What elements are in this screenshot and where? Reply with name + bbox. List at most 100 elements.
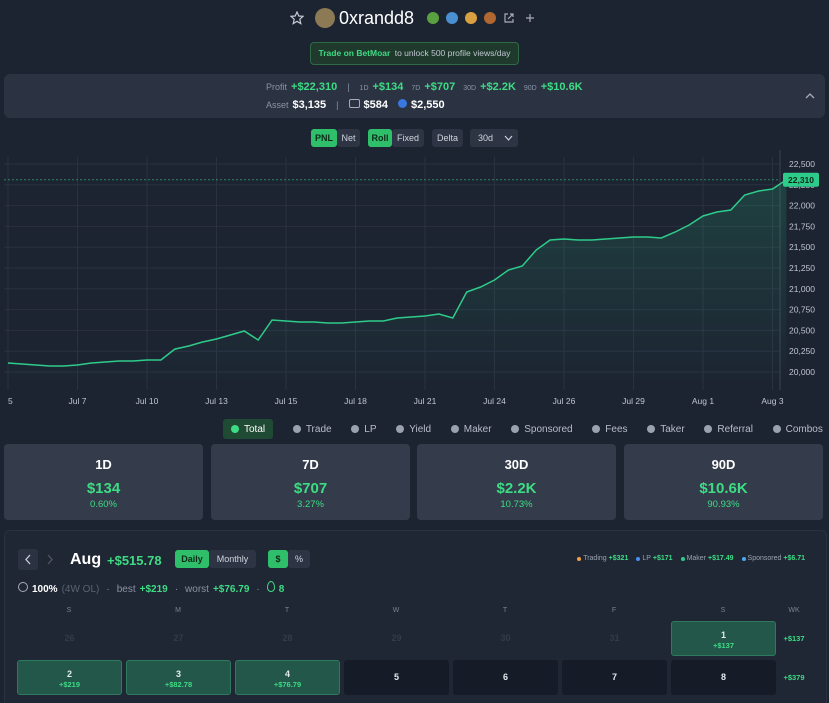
legend-dot bbox=[741, 556, 746, 561]
day-cell[interactable]: 7 bbox=[562, 660, 667, 695]
day-cell[interactable]: 4 +$76.79 bbox=[235, 660, 340, 695]
y-tick-label: 20,250 bbox=[789, 346, 815, 356]
legend-dot bbox=[680, 556, 685, 561]
x-tick-label: Jul 26 bbox=[553, 396, 576, 406]
y-tick-label: 21,250 bbox=[789, 263, 815, 273]
card-value: $707 bbox=[293, 480, 328, 497]
weekday: W bbox=[392, 607, 400, 614]
filter[interactable]: Trade bbox=[292, 419, 332, 439]
legend-name: Maker bbox=[686, 555, 707, 562]
y-tick-label: 22,500 bbox=[789, 159, 815, 169]
legend-item: Trading +$321 bbox=[577, 555, 628, 562]
collapse-icon[interactable] bbox=[805, 92, 815, 100]
day-cell[interactable]: 6 bbox=[453, 660, 558, 695]
day-cell[interactable]: 29 bbox=[344, 621, 449, 656]
filter-bar: Total Trade LP Yield Maker Sponsored Fees Taker… bbox=[223, 419, 823, 439]
view-toggle[interactable]: Monthly bbox=[209, 550, 256, 568]
filter[interactable]: Sponsored bbox=[511, 419, 573, 439]
unit-toggle[interactable]: $ bbox=[268, 550, 288, 568]
week-total: +$137 bbox=[783, 634, 805, 643]
weekday: S bbox=[66, 607, 72, 614]
filter-label: Sponsored bbox=[524, 423, 573, 435]
filter-dot bbox=[231, 425, 239, 433]
day-number: 6 bbox=[502, 672, 508, 682]
toggle[interactable]: Delta bbox=[432, 129, 463, 147]
legend-value: +$6.71 bbox=[783, 555, 805, 562]
filter[interactable]: Referral bbox=[704, 419, 753, 439]
week-total: +$379 bbox=[783, 673, 805, 682]
month: Aug bbox=[70, 551, 102, 568]
star-icon[interactable] bbox=[290, 11, 304, 25]
asset-label: Asset bbox=[266, 100, 289, 110]
separator: · bbox=[106, 584, 110, 595]
filter[interactable]: Fees bbox=[592, 419, 628, 439]
x-tick-label: Jul 29 bbox=[622, 396, 645, 406]
stat-card: 30D $2.2K 10.73% bbox=[417, 444, 616, 520]
fire-icon bbox=[266, 581, 275, 592]
day-cell[interactable]: 5 bbox=[344, 660, 449, 695]
day-cell[interactable]: 30 bbox=[453, 621, 558, 656]
filter-label: LP bbox=[364, 423, 377, 435]
weekday: WK bbox=[788, 607, 800, 614]
filter[interactable]: LP bbox=[351, 419, 377, 439]
day-cell[interactable]: 31 bbox=[562, 621, 667, 656]
weekday: T bbox=[502, 607, 508, 614]
day-pnl: +$137 bbox=[712, 641, 735, 650]
profit: +$22,310 bbox=[291, 81, 338, 93]
separator: | bbox=[347, 82, 350, 92]
filter[interactable]: Total bbox=[223, 419, 274, 439]
line bbox=[7, 179, 787, 367]
day-cell[interactable]: 8 bbox=[671, 660, 776, 695]
unit-toggle[interactable]: % bbox=[288, 550, 310, 568]
legend-dot bbox=[636, 556, 641, 561]
worst: +$76.79 bbox=[212, 584, 250, 595]
stats-row: Profit +$22,310 | 1D +$134 7D +$707 30D +$2… bbox=[266, 81, 583, 93]
add-icon[interactable] bbox=[525, 13, 535, 23]
filter[interactable]: Maker bbox=[450, 419, 492, 439]
banner-link[interactable]: Trade on BetMoar bbox=[318, 48, 391, 58]
day-cell[interactable]: 1 +$137 bbox=[671, 621, 776, 656]
filter-dot bbox=[396, 425, 405, 433]
prev-button[interactable] bbox=[18, 549, 38, 570]
staked: $2,550 bbox=[411, 99, 445, 111]
asset-row: Asset $3,135 | $584 $2,550 bbox=[266, 99, 445, 111]
day-number: 8 bbox=[720, 672, 726, 682]
x-tick-label: Jul 15 bbox=[275, 396, 298, 406]
toggle[interactable]: PNL bbox=[311, 129, 337, 147]
separator: · bbox=[256, 584, 260, 595]
filter-label: Referral bbox=[717, 423, 753, 435]
day-cell[interactable]: 2 +$219 bbox=[17, 660, 122, 695]
view-toggle[interactable]: Daily bbox=[175, 550, 209, 568]
range-select[interactable]: 30d bbox=[470, 129, 518, 147]
weekday: F bbox=[611, 607, 617, 614]
username: 0xrandd8 bbox=[339, 8, 415, 28]
filter[interactable]: Yield bbox=[396, 419, 431, 439]
day-number: 4 bbox=[284, 669, 290, 679]
filter-label: Combos bbox=[785, 423, 823, 435]
wallet-icon bbox=[348, 99, 360, 108]
y-tick-label: 22,000 bbox=[789, 201, 815, 211]
toggle[interactable]: Fixed bbox=[392, 129, 424, 147]
day-cell[interactable]: 3 +$82.78 bbox=[126, 660, 231, 695]
badge bbox=[427, 12, 439, 24]
filter-dot bbox=[511, 425, 520, 433]
day-cell[interactable]: 28 bbox=[235, 621, 340, 656]
legend-name: Sponsored bbox=[747, 555, 782, 562]
link-icon[interactable] bbox=[503, 12, 515, 24]
filter-dot bbox=[592, 425, 601, 433]
card-period: 30D bbox=[504, 457, 529, 472]
toggle[interactable]: Roll bbox=[368, 129, 392, 147]
day-cell[interactable]: 27 bbox=[126, 621, 231, 656]
card-change: 0.60% bbox=[90, 499, 117, 510]
y-tick-label: 21,750 bbox=[789, 221, 815, 231]
filter[interactable]: Combos bbox=[772, 419, 823, 439]
weekday: S bbox=[720, 607, 726, 614]
toggle[interactable]: Net bbox=[337, 129, 360, 147]
filter[interactable]: Taker bbox=[647, 419, 685, 439]
avatar bbox=[315, 8, 335, 28]
range: 30d bbox=[478, 133, 494, 143]
card-value: $10.6K bbox=[699, 480, 748, 497]
next-button[interactable] bbox=[40, 549, 60, 570]
day-cell[interactable]: 26 bbox=[17, 621, 122, 656]
